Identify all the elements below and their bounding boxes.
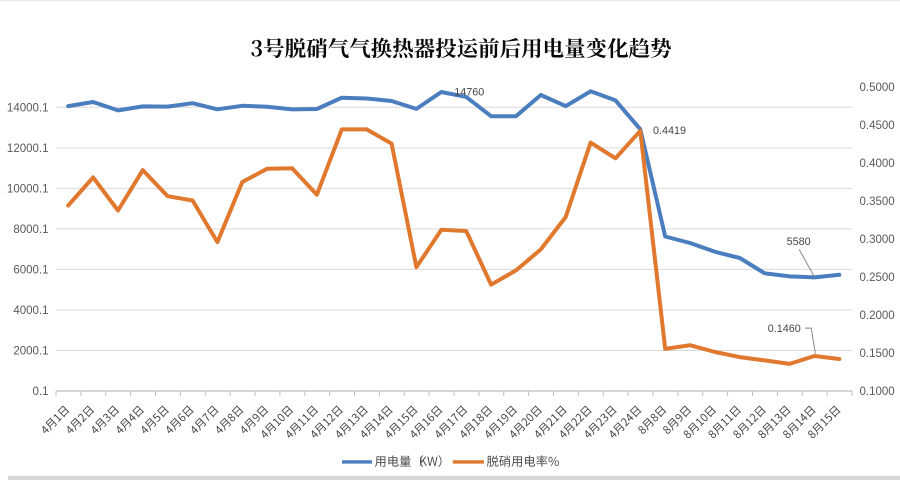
svg-text:0.4500: 0.4500 [860,120,895,132]
svg-text:0.1500: 0.1500 [860,348,895,360]
svg-text:14760: 14760 [454,86,484,98]
svg-text:12000.1: 12000.1 [7,143,49,155]
svg-text:5580: 5580 [787,236,811,248]
svg-text:0.1: 0.1 [33,386,49,398]
svg-text:0.5000: 0.5000 [860,82,895,94]
svg-text:14000.1: 14000.1 [7,102,49,114]
svg-text:0.1000: 0.1000 [860,386,895,398]
svg-text:0.2500: 0.2500 [860,272,895,284]
svg-text:2000.1: 2000.1 [13,345,48,357]
svg-text:0.3000: 0.3000 [860,234,895,246]
svg-text:10000.1: 10000.1 [7,183,49,195]
svg-text:0.3500: 0.3500 [860,196,895,208]
svg-text:0.1460: 0.1460 [768,323,801,335]
svg-text:0.2000: 0.2000 [860,310,895,322]
svg-text:8000.1: 8000.1 [13,224,48,236]
svg-text:0.4419: 0.4419 [653,125,686,137]
svg-text:4000.1: 4000.1 [13,305,48,317]
svg-text:6000.1: 6000.1 [13,264,48,276]
svg-text:0.4000: 0.4000 [860,158,895,170]
